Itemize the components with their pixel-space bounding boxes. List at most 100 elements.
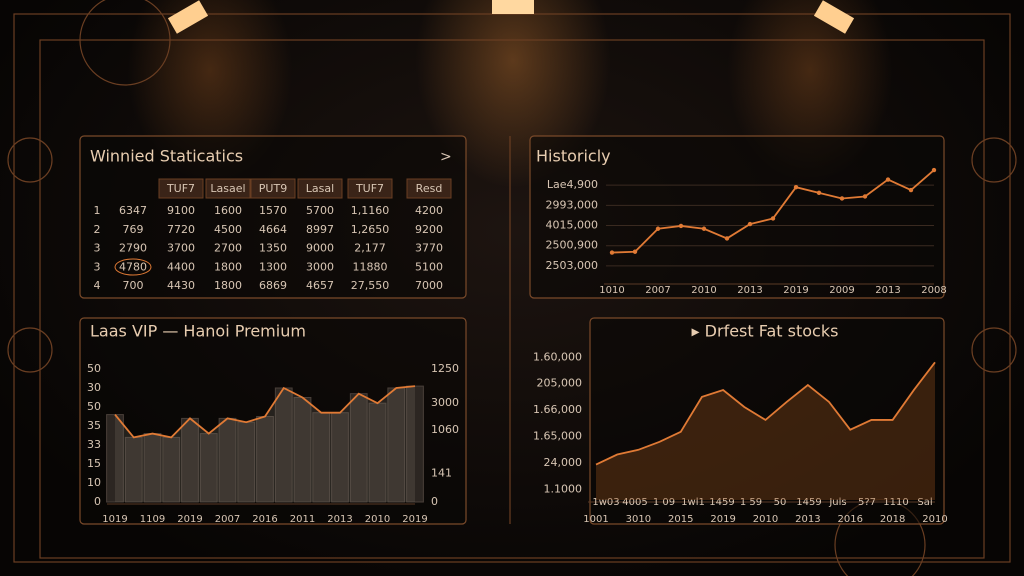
table-cell: 1570 <box>259 204 287 217</box>
x-tick-label: 2019 <box>710 514 735 525</box>
chart-panel <box>529 135 945 299</box>
x-sublabel: 4005 <box>622 497 647 508</box>
x-tick-label: 2013 <box>795 514 820 525</box>
table-cell: 3770 <box>415 242 443 255</box>
row-index: 3 <box>94 260 101 273</box>
header-cell <box>297 178 343 199</box>
y-tick-label: 1.65,000 <box>533 430 582 443</box>
spotlights <box>167 0 855 34</box>
x-tick-label: 2010 <box>922 514 947 525</box>
header-label: Lasal <box>306 182 334 195</box>
x-sublabel: 5?7 <box>858 497 876 508</box>
y-tick-label: 1.1000 <box>544 482 583 495</box>
table-cell: 1800 <box>214 279 242 292</box>
x-sublabel: Juls <box>828 497 846 508</box>
table-cell: 1300 <box>259 260 287 273</box>
point <box>655 226 661 231</box>
chart-panel <box>589 317 945 525</box>
chart-title: Historicly <box>536 147 611 166</box>
point <box>724 236 730 241</box>
x-tick-label: 2010 <box>753 514 778 525</box>
table-cell: 4200 <box>415 204 443 217</box>
x-tick-label: 1010 <box>599 285 624 296</box>
x-tick-label: 2007 <box>645 285 670 296</box>
x-tick-label: 2011 <box>290 514 315 525</box>
table-cell: 5700 <box>306 204 334 217</box>
y2-tick-label: 3000 <box>431 396 459 409</box>
table-cell: 9000 <box>306 242 334 255</box>
x-tick-label: 2010 <box>365 514 390 525</box>
x-tick-label: 2016 <box>838 514 863 525</box>
header-cell <box>347 178 393 199</box>
table-cell: 1600 <box>214 204 242 217</box>
x-tick-label: 2013 <box>327 514 352 525</box>
x-tick-label: 2007 <box>215 514 240 525</box>
x-tick-label: 2019 <box>177 514 202 525</box>
y2-tick-label: 1060 <box>431 423 459 436</box>
x-tick-label: 2015 <box>668 514 693 525</box>
header-cell <box>158 178 204 199</box>
table-cell: 8997 <box>306 223 334 236</box>
x-sublabel: 1w03 <box>592 497 619 508</box>
point <box>839 196 845 201</box>
y-tick-label: 10 <box>87 476 101 489</box>
y2-tick-label: 141 <box>431 467 452 480</box>
y2-tick-label: 0 <box>431 495 438 508</box>
y-tick-label: 1.60,000 <box>533 350 582 363</box>
point <box>862 194 868 199</box>
table-cell: 2790 <box>119 242 147 255</box>
x-tick-label: 1109 <box>140 514 165 525</box>
x-tick-label: 2018 <box>880 514 905 525</box>
table-cell: 6347 <box>119 204 147 217</box>
header-label: Lasael <box>210 182 245 195</box>
table-cell: 5100 <box>415 260 443 273</box>
x-tick-label: 3010 <box>626 514 651 525</box>
chart-title: ▸ Drfest Fat stocks <box>692 322 839 341</box>
header-label: TUF7 <box>355 182 384 195</box>
header-cell <box>406 178 452 199</box>
x-sublabel: 1459 <box>796 497 821 508</box>
y-tick-label: Lae4,900 <box>547 178 598 191</box>
row-index: 1 <box>94 204 101 217</box>
x-tick-label: 1019 <box>102 514 127 525</box>
header-label: TUF7 <box>166 182 195 195</box>
table-cell: 4657 <box>306 279 334 292</box>
point <box>678 223 684 229</box>
series-line <box>595 361 936 466</box>
point <box>770 216 776 221</box>
x-sublabel: 50 <box>774 497 787 508</box>
point <box>885 177 891 182</box>
x-tick-label: 1001 <box>583 514 608 525</box>
table-cell: 4430 <box>167 279 195 292</box>
header-label: PUT9 <box>259 182 287 195</box>
table-panel <box>79 135 467 299</box>
table-cell: 3700 <box>167 242 195 255</box>
table-cell: 1350 <box>259 242 287 255</box>
row-index: 4 <box>94 279 101 292</box>
table-cell: 4664 <box>259 223 287 236</box>
nav-arrow[interactable]: > <box>440 149 452 165</box>
point <box>793 184 799 190</box>
table-cell: 4500 <box>214 223 242 236</box>
header-label: Resd <box>416 182 443 195</box>
point <box>609 250 615 255</box>
y-tick-label: 15 <box>87 457 101 470</box>
table-cell: 2700 <box>214 242 242 255</box>
table-cell: 9100 <box>167 204 195 217</box>
y-tick-label: 205,000 <box>537 377 583 390</box>
table-cell: 3000 <box>306 260 334 273</box>
point <box>747 221 753 227</box>
x-sublabel: 1110 <box>883 497 908 508</box>
point <box>931 167 937 173</box>
x-tick-label: 2008 <box>921 285 946 296</box>
x-sublabel: 1459 <box>709 497 734 508</box>
series-line <box>114 385 416 439</box>
row-index: 2 <box>94 223 101 236</box>
y-tick-label: 2500,900 <box>546 239 599 252</box>
point <box>908 187 914 193</box>
data-table: TUF7 Lasael PUT9 Lasal TUF7 Resd 1 6347 9100 1600… <box>94 178 452 292</box>
table-cell: 1,1160 <box>351 204 390 217</box>
table-cell: 4400 <box>167 260 195 273</box>
